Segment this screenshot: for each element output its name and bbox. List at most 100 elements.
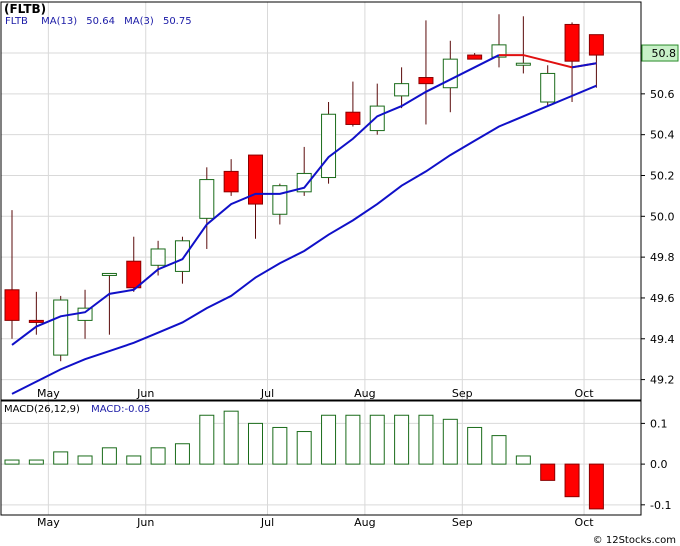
macd-bar-positive (150, 447, 166, 465)
macd-bar-negative (564, 463, 580, 498)
macd-bar-positive (345, 414, 361, 465)
macd-bar-negative (540, 463, 556, 481)
price-y-axis: 49.2 49.4 49.6 49.8 50.0 50.2 50.4 50.6 50.8 (641, 47, 675, 387)
macd-bar-positive (28, 459, 44, 465)
candlesticks (4, 14, 604, 362)
macd-bar-positive (272, 426, 288, 465)
price-y-tick-label: 50.6 (650, 88, 675, 101)
macd-legend-params: MACD(26,12,9) (4, 404, 80, 415)
price-x-tick-label: Aug (354, 387, 375, 400)
candle-up (101, 272, 117, 276)
legend-ma13-label: MA(13) (41, 16, 77, 27)
candle-up (442, 58, 458, 89)
macd-legend: MACD(26,12,9) MACD:-0.05 (4, 404, 150, 415)
ma13-line (11, 84, 597, 395)
macd-x-tick-label: Jun (136, 516, 154, 529)
price-gridlines (1, 2, 641, 400)
price-legend: FLTB MA(13) 50.64 MA(3) 50.75 (5, 16, 192, 27)
ma3-line-last (571, 62, 597, 69)
last-price-label-bg (641, 44, 679, 62)
macd-x-tick-label: Sep (452, 516, 473, 529)
macd-bar-positive (223, 410, 239, 465)
candle-up (199, 179, 215, 219)
candle-down (248, 154, 263, 205)
legend-ma3-value: 50.75 (163, 16, 192, 27)
macd-bar-positive (4, 459, 20, 465)
price-y-tick-label: 49.6 (650, 292, 675, 305)
macd-bar-positive (321, 414, 337, 465)
macd-bar-positive (126, 455, 142, 465)
price-x-tick-label: Sep (452, 387, 473, 400)
price-x-tick-label: Jul (260, 387, 274, 400)
macd-x-tick-label: Jul (260, 516, 274, 529)
macd-bar-positive (418, 414, 434, 465)
macd-bar-positive (77, 455, 93, 465)
candle-down (467, 54, 483, 60)
price-x-tick-label: Jun (136, 387, 154, 400)
candle-up (150, 248, 166, 266)
candle-down (126, 260, 142, 289)
legend-ma3-label: MA(3) (124, 16, 154, 27)
candle-up (369, 105, 385, 132)
price-x-tick-label: May (37, 387, 60, 400)
price-x-axis: May Jun Jul Aug Sep Oct (37, 387, 594, 400)
macd-bar-positive (515, 455, 531, 465)
price-y-tick-label: 50.0 (650, 210, 675, 223)
last-price-label: 50.8 (641, 44, 679, 62)
candle-down (345, 111, 361, 125)
macd-bar-positive (442, 418, 458, 465)
price-y-tick-label: 50.4 (650, 129, 675, 142)
macd-bar-negative (588, 463, 604, 510)
macd-x-tick-label: Aug (354, 516, 375, 529)
watermark: © 12Stocks.com (593, 535, 676, 546)
ma3-line (11, 54, 500, 346)
macd-legend-value: MACD:-0.05 (91, 404, 150, 415)
macd-bar-positive (369, 414, 385, 465)
macd-histogram (4, 410, 604, 510)
candle-up (174, 240, 190, 272)
candle-up (77, 307, 93, 321)
macd-panel-frame (0, 400, 642, 516)
candle-up (296, 172, 312, 193)
macd-bar-positive (101, 447, 117, 465)
candle-up (491, 44, 507, 58)
macd-bar-positive (296, 431, 312, 465)
macd-y-tick-label: -0.1 (650, 499, 671, 512)
macd-y-tick-label: 0.1 (650, 417, 668, 430)
legend-ma13-value: 50.64 (86, 16, 115, 27)
moving-average-lines (11, 54, 597, 395)
price-panel-frame (0, 1, 642, 401)
macd-y-tick-label: 0.0 (650, 458, 668, 471)
price-y-tick-label: 49.8 (650, 251, 675, 264)
candle-up (53, 299, 69, 356)
candle-up (515, 62, 531, 66)
price-y-tick-label: 49.4 (650, 333, 675, 346)
candle-up (394, 83, 410, 97)
macd-bar-positive (491, 435, 507, 465)
last-price-label-text: 50.8 (652, 47, 677, 60)
price-y-tick-label: 49.2 (650, 374, 675, 387)
candle-up (272, 185, 288, 215)
candle-down (28, 319, 44, 323)
candle-down (418, 77, 434, 85)
candle-up (321, 113, 337, 179)
candle-up (540, 72, 556, 103)
candle-down (564, 23, 580, 62)
macd-x-tick-label: Oct (575, 516, 595, 529)
price-y-tick-label: 50.2 (650, 169, 675, 182)
macd-bar-positive (174, 443, 190, 465)
macd-bar-positive (467, 426, 483, 465)
macd-bar-positive (394, 414, 410, 465)
chart-title: (FLTB) (4, 2, 46, 16)
macd-bar-positive (248, 422, 263, 465)
legend-symbol: FLTB (5, 16, 28, 27)
candle-down (4, 289, 20, 321)
macd-x-axis: May Jun Jul Aug Sep Oct (37, 516, 594, 529)
price-x-tick-label: Oct (575, 387, 595, 400)
macd-x-tick-label: May (37, 516, 60, 529)
macd-bar-positive (199, 414, 215, 465)
macd-bar-positive (53, 451, 69, 465)
candle-down (588, 34, 604, 56)
